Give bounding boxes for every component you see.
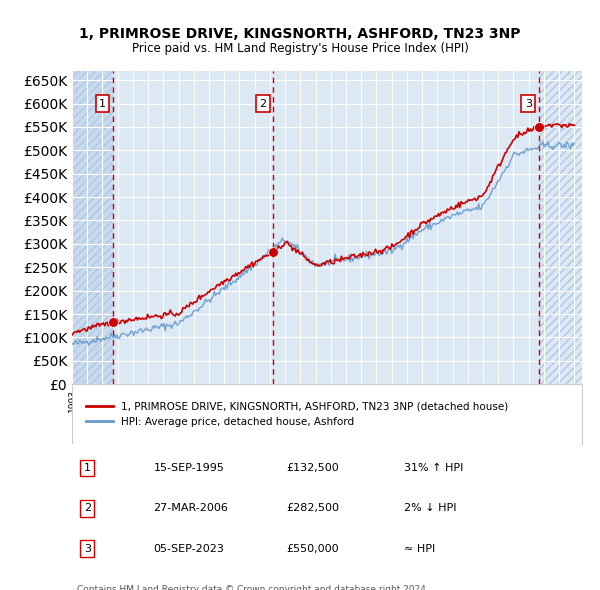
Text: 05-SEP-2023: 05-SEP-2023 (154, 543, 224, 553)
Text: 27-MAR-2006: 27-MAR-2006 (154, 503, 229, 513)
Text: £550,000: £550,000 (286, 543, 339, 553)
Text: Price paid vs. HM Land Registry's House Price Index (HPI): Price paid vs. HM Land Registry's House … (131, 42, 469, 55)
Text: Contains HM Land Registry data © Crown copyright and database right 2024.
This d: Contains HM Land Registry data © Crown c… (77, 585, 429, 590)
Text: ≈ HPI: ≈ HPI (404, 543, 435, 553)
Legend: 1, PRIMROSE DRIVE, KINGSNORTH, ASHFORD, TN23 3NP (detached house), HPI: Average : 1, PRIMROSE DRIVE, KINGSNORTH, ASHFORD, … (82, 397, 512, 431)
Bar (72, 71, 113, 384)
Text: 2: 2 (84, 503, 91, 513)
Text: 3: 3 (84, 543, 91, 553)
Text: 3: 3 (525, 99, 532, 109)
Bar (113, 71, 582, 384)
Text: 31% ↑ HPI: 31% ↑ HPI (404, 463, 463, 473)
Text: 2: 2 (259, 99, 266, 109)
Text: 15-SEP-1995: 15-SEP-1995 (154, 463, 224, 473)
Text: £282,500: £282,500 (286, 503, 339, 513)
Text: 2% ↓ HPI: 2% ↓ HPI (404, 503, 456, 513)
Text: 1: 1 (84, 463, 91, 473)
Text: 1, PRIMROSE DRIVE, KINGSNORTH, ASHFORD, TN23 3NP: 1, PRIMROSE DRIVE, KINGSNORTH, ASHFORD, … (79, 27, 521, 41)
Text: £132,500: £132,500 (286, 463, 339, 473)
Text: 1: 1 (99, 99, 106, 109)
